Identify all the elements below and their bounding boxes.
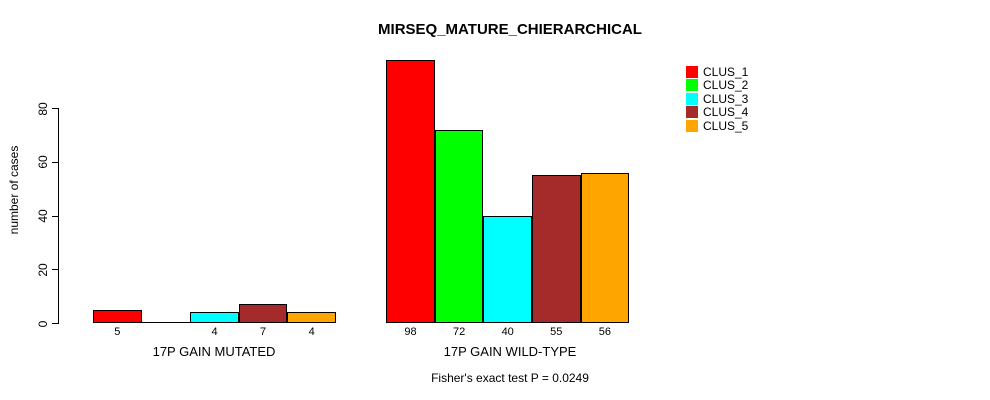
legend-label: CLUS_4 (703, 105, 749, 119)
y-tick-label: 0 (36, 320, 50, 327)
y-tick-label: 20 (36, 263, 50, 277)
bar-value-label: 72 (452, 326, 466, 338)
x-group-label-mutated: 17P GAIN MUTATED (152, 344, 276, 359)
legend-label: CLUS_2 (703, 78, 749, 92)
x-group-label-wild-type: 17P GAIN WILD-TYPE (443, 344, 577, 359)
bar-value-label: 7 (260, 326, 267, 338)
bar-clus-2-wild-type (434, 130, 484, 323)
legend-swatch (686, 79, 698, 91)
y-axis-label: number of cases (7, 145, 21, 235)
y-tick (52, 215, 59, 217)
fisher-test-annotation: Fisher's exact test P = 0.0249 (431, 371, 589, 385)
bar-value-label: 4 (211, 326, 218, 338)
legend-swatch (686, 119, 698, 132)
y-tick-label: 40 (36, 209, 50, 223)
y-tick (52, 269, 59, 271)
bar-clus-1-mutated (93, 310, 142, 323)
bar-value-label: 56 (598, 326, 612, 338)
bar-value-label: 55 (550, 326, 563, 338)
y-tick (52, 108, 59, 110)
legend-label: CLUS_3 (703, 91, 749, 106)
y-tick-label: 60 (36, 155, 50, 170)
y-tick (52, 323, 59, 324)
bar-clus-3-mutated (190, 312, 239, 323)
bar-value-label: 5 (114, 326, 121, 338)
bar-clus-1-wild-type (386, 60, 435, 323)
bar-clus-4-mutated (238, 304, 288, 323)
legend-swatch (686, 92, 698, 105)
y-tick-label: 80 (36, 102, 50, 116)
legend-swatch (686, 106, 698, 118)
bar-value-label: 4 (308, 326, 315, 338)
legend-swatch (686, 65, 698, 78)
bar-clus-3-wild-type (483, 216, 532, 323)
bar-clus-5-wild-type (580, 173, 630, 323)
chart-title: MIRSEQ_MATURE_CHIERARCHICAL (378, 21, 642, 38)
legend-label: CLUS_1 (703, 64, 749, 79)
bar-value-label: 40 (501, 326, 514, 338)
bar-clus-2-mutated (141, 322, 191, 323)
y-tick (52, 161, 59, 163)
bar-clus-4-wild-type (532, 175, 581, 323)
legend-label: CLUS_5 (703, 118, 749, 133)
bar-clus-5-mutated (287, 312, 336, 323)
bar-value-label: 98 (404, 326, 417, 338)
